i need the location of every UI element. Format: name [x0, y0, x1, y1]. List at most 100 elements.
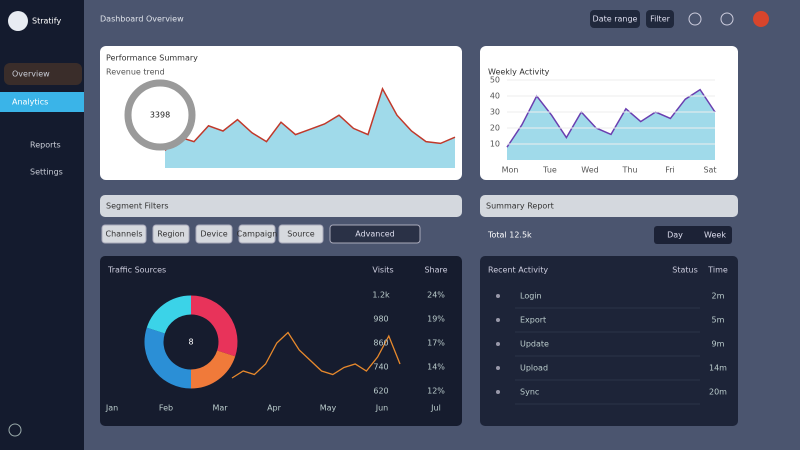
- button-label[interactable]: Date range: [593, 15, 638, 24]
- button-bg[interactable]: [646, 10, 674, 28]
- filter-label[interactable]: Channels: [105, 230, 142, 239]
- row-icon: [496, 294, 500, 298]
- x-tick-label: Apr: [267, 404, 282, 413]
- x-tick-label: Mar: [212, 404, 228, 413]
- filter-label[interactable]: Source: [287, 230, 315, 239]
- x-tick-label: Fri: [665, 166, 675, 175]
- brand: Stratify: [32, 17, 61, 26]
- toggle-label[interactable]: Day: [667, 231, 683, 240]
- card-subtitle: Revenue trend: [106, 68, 165, 77]
- cell: Update: [520, 340, 549, 349]
- cell: 14%: [427, 363, 445, 372]
- filter-label[interactable]: Region: [157, 230, 184, 239]
- card-title: Performance Summary: [106, 54, 198, 63]
- cell: 620: [373, 387, 388, 396]
- filter-button[interactable]: [329, 224, 421, 244]
- cell: 12%: [427, 387, 445, 396]
- cell: Sync: [520, 388, 539, 397]
- button-label[interactable]: Filter: [650, 15, 671, 24]
- nav-highlight[interactable]: [0, 92, 84, 112]
- card-title: Weekly Activity: [488, 68, 550, 77]
- column-header: Share: [424, 266, 447, 275]
- cell: 24%: [427, 291, 445, 300]
- toolbar-title: Summary Report: [486, 202, 554, 211]
- panel-title: Traffic Sources: [107, 266, 166, 275]
- filter-label[interactable]: Device: [200, 230, 227, 239]
- donut-segment: [190, 349, 236, 389]
- y-tick-label: 20: [490, 124, 500, 133]
- x-tick-label: Jun: [375, 404, 389, 413]
- line: [164, 86, 456, 151]
- y-tick-label: 40: [490, 92, 500, 101]
- donut-segment: [190, 295, 238, 357]
- avatar[interactable]: [753, 11, 769, 27]
- donut-segment: [144, 327, 192, 389]
- cell: 980: [373, 315, 388, 324]
- column-header: Status: [672, 266, 698, 275]
- button-bg[interactable]: [590, 10, 640, 28]
- cell: 740: [373, 363, 388, 372]
- settings-icon[interactable]: [8, 423, 22, 437]
- x-tick-label: Thu: [621, 166, 637, 175]
- cell: 2m: [712, 292, 725, 301]
- nav-item[interactable]: Reports: [30, 141, 61, 150]
- y-tick-label: 10: [490, 140, 500, 149]
- cell: 14m: [709, 364, 727, 373]
- icon[interactable]: [688, 12, 702, 26]
- nav-active[interactable]: [4, 63, 82, 85]
- panel: [480, 256, 738, 426]
- row-icon: [496, 390, 500, 394]
- cell: 19%: [427, 315, 445, 324]
- cell: 17%: [427, 339, 445, 348]
- cell: 860: [373, 339, 388, 348]
- cell: 20m: [709, 388, 727, 397]
- toggle[interactable]: [654, 226, 732, 244]
- page-title: Dashboard Overview: [100, 15, 184, 24]
- x-tick-label: Feb: [159, 404, 173, 413]
- y-tick-label: 50: [490, 76, 500, 85]
- panel-title: Recent Activity: [488, 266, 548, 275]
- column-header: Time: [707, 266, 728, 275]
- cell: Login: [520, 292, 542, 301]
- toolbar-title: Segment Filters: [106, 202, 169, 211]
- toolbar: [480, 195, 738, 217]
- row-icon: [496, 318, 500, 322]
- icon[interactable]: [720, 12, 734, 26]
- row-icon: [496, 342, 500, 346]
- filter-label[interactable]: Campaign: [237, 230, 278, 239]
- nav-item[interactable]: Settings: [30, 168, 63, 177]
- gauge: [124, 79, 196, 151]
- filter-button[interactable]: [195, 224, 233, 244]
- cell: 5m: [712, 316, 725, 325]
- x-tick-label: Sat: [703, 166, 716, 175]
- row-icon: [496, 366, 500, 370]
- x-tick-label: Mon: [502, 166, 519, 175]
- filter-label[interactable]: Advanced: [355, 230, 395, 239]
- x-tick-label: Jan: [105, 404, 118, 413]
- toolbar: [100, 195, 462, 217]
- cell: Upload: [520, 364, 548, 373]
- filter-button[interactable]: [101, 224, 147, 244]
- x-tick-label: Jul: [430, 404, 441, 413]
- donut-segment: [146, 295, 192, 335]
- line: [231, 331, 401, 379]
- cell: Export: [520, 316, 546, 325]
- y-tick-label: 30: [490, 108, 500, 117]
- x-tick-label: May: [320, 404, 337, 413]
- filter-button[interactable]: [152, 224, 190, 244]
- nav-item[interactable]: Analytics: [12, 98, 48, 107]
- x-tick-label: Tue: [542, 166, 557, 175]
- area: [165, 88, 455, 168]
- cell: 1.2k: [372, 291, 390, 300]
- toggle-label[interactable]: Week: [704, 231, 726, 240]
- filter-button[interactable]: [278, 224, 324, 244]
- filter-button[interactable]: [238, 224, 276, 244]
- area: [507, 89, 715, 160]
- donut-label: 8: [188, 338, 193, 347]
- cell: 9m: [712, 340, 725, 349]
- x-tick-label: Wed: [581, 166, 598, 175]
- nav-item[interactable]: Overview: [12, 70, 50, 79]
- summary-kpi: Total 12.5k: [487, 231, 532, 240]
